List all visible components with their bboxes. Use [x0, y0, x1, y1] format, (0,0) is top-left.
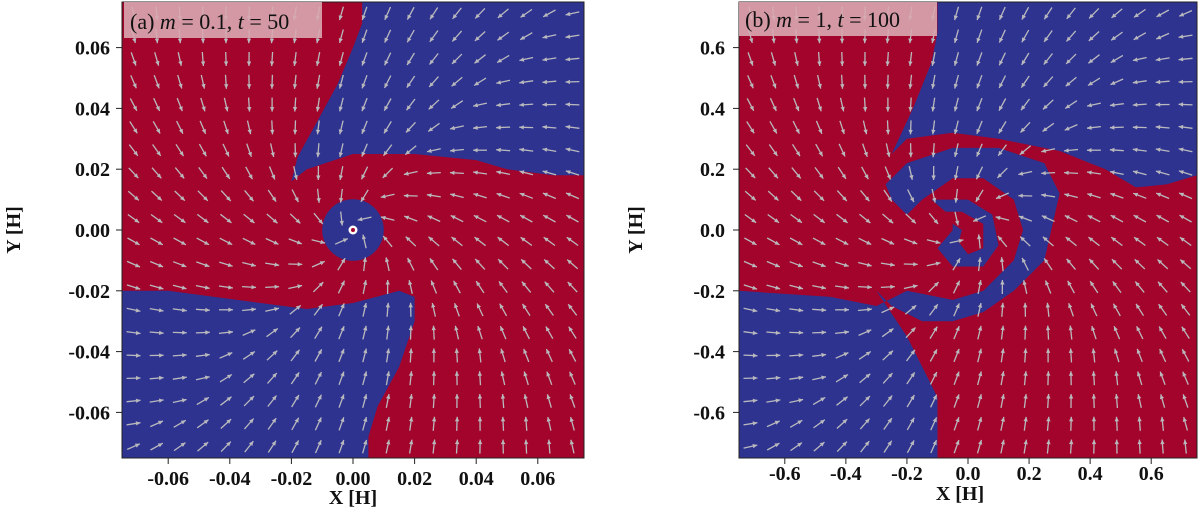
y-tick-label: -0.02: [68, 281, 110, 303]
x-tick-label: 0.04: [459, 468, 494, 490]
x-tick-label: 0.4: [1078, 463, 1103, 485]
y-tick-label: 0.6: [700, 38, 725, 60]
y-tick-label: -0.6: [693, 402, 725, 424]
x-tick-label: -0.4: [830, 463, 862, 485]
x-tick-label: -0.02: [271, 468, 313, 490]
x-tick-label: 0.02: [397, 468, 432, 490]
panel-b: -0.6 -0.4 -0.2 0.0 0.2 0.4 0.6 -0.6 -0.4 -0.2 0.0 0…: [620, 0, 1200, 514]
y-tick-label: 0.00: [75, 220, 110, 242]
x-tick-label: -0.2: [891, 463, 923, 485]
panel-label-b: (b) m = 1, t = 100: [739, 2, 937, 36]
panel-label-a: (a) m = 0.1, t = 50: [124, 2, 322, 38]
chart-a-svg: -0.06 -0.04 -0.02 0.00 0.02 0.04 0.06 -0.06 -0.0…: [0, 0, 600, 514]
y-axis-label-a: Y [H]: [3, 206, 25, 254]
x-tick-label: -0.6: [769, 463, 801, 485]
y-tick-label: -0.06: [68, 402, 110, 424]
plot-area-b: [739, 2, 1197, 458]
x-tick-label: 0.0: [956, 463, 981, 485]
x-tick-label: 0.6: [1139, 463, 1164, 485]
plot-area-a: [122, 2, 584, 458]
x-axis-label-b: X [H]: [936, 483, 984, 505]
panel-label-a-text: (a) m = 0.1, t = 50: [130, 9, 289, 34]
panel-a: -0.06 -0.04 -0.02 0.00 0.02 0.04 0.06 -0.06 -0.0…: [0, 0, 600, 514]
center-marker-dot: [351, 228, 355, 232]
y-tick-label: 0.2: [700, 159, 725, 181]
chart-b-svg: -0.6 -0.4 -0.2 0.0 0.2 0.4 0.6 -0.6 -0.4 -0.2 0.0 0…: [620, 0, 1200, 514]
y-tick-label: -0.04: [68, 342, 110, 364]
y-tick-label: 0.02: [75, 159, 110, 181]
y-tick-label: 0.0: [700, 220, 725, 242]
x-tick-label: 0.06: [520, 468, 555, 490]
x-tick-label: 0.2: [1017, 463, 1042, 485]
y-axis-label-b: Y [H]: [625, 206, 647, 254]
y-tick-label: 0.4: [700, 98, 725, 120]
x-tick-label: -0.06: [147, 468, 189, 490]
y-tick-label: -0.2: [693, 281, 725, 303]
y-tick-label: 0.06: [75, 38, 110, 60]
x-axis-label-a: X [H]: [329, 487, 377, 509]
panel-label-b-text: (b) m = 1, t = 100: [745, 7, 900, 32]
y-tick-label: -0.4: [693, 342, 725, 364]
x-tick-label: -0.04: [209, 468, 251, 490]
y-tick-label: 0.04: [75, 98, 110, 120]
